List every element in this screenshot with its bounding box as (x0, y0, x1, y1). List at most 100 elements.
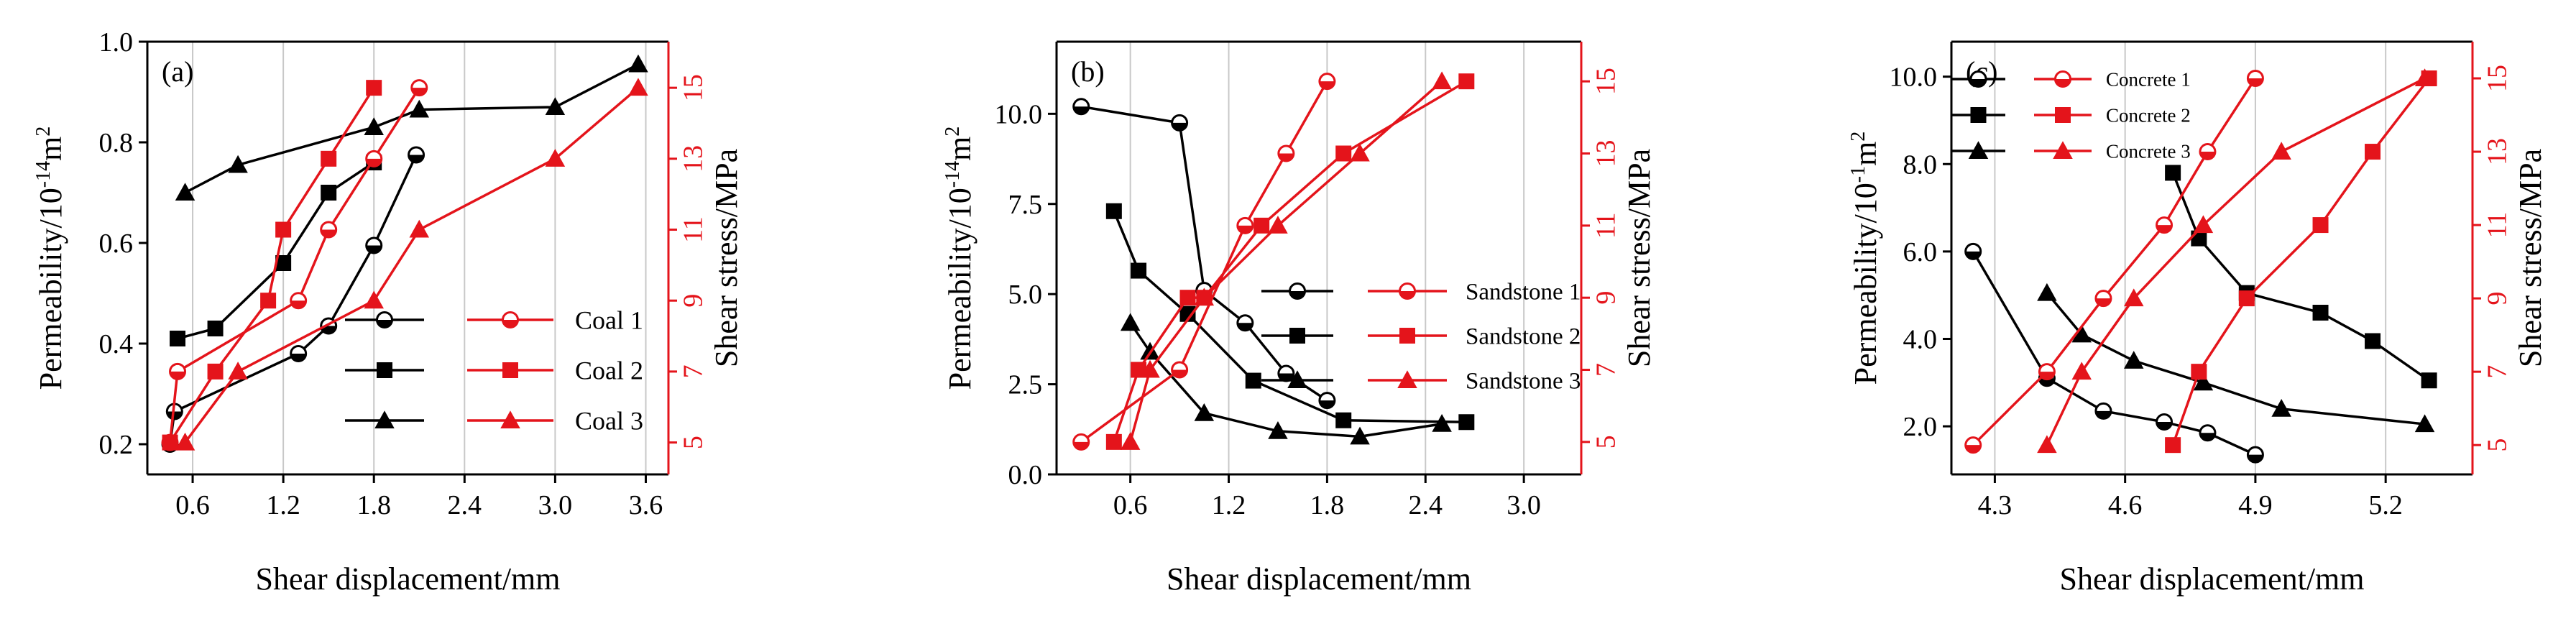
data-point-5-1 (1140, 359, 1160, 378)
data-point-5-0 (175, 432, 196, 451)
y-right-tick-label-3: 11 (2483, 212, 2513, 239)
series-right-5 (1120, 71, 1452, 450)
data-point-0-2-highlight (292, 347, 305, 354)
data-point-4-4 (321, 150, 337, 167)
y-left-title-unit: m (942, 137, 978, 161)
data-point-3-2-highlight (2097, 292, 2110, 299)
y-right-axis-title: Shear stress/MPa (1622, 149, 1657, 367)
legend-marker-red-0-highlight (504, 313, 517, 320)
y-left-title-unit: m (1848, 142, 1883, 166)
panel-3: 4.3 4.6 4.9 5.2 2.0 4.0 6.0 8.0 10.0 5 7 9 11 13 15 She… (1847, 40, 2548, 597)
data-point-1-4 (1335, 412, 1352, 428)
data-point-4-1 (2191, 364, 2207, 380)
data-point-2-0 (1120, 313, 1141, 331)
x-tick-label-2: 1.8 (356, 490, 391, 520)
y-left-tick-label-3: 7.5 (1008, 190, 1043, 220)
data-point-5-4 (545, 149, 566, 167)
y-left-title-exp: -14 (942, 161, 964, 188)
y-left-tick-label-2: 6.0 (1903, 237, 1938, 267)
data-point-5-4 (2271, 142, 2291, 160)
data-point-4-3 (2312, 217, 2329, 234)
y-right-tick-label-2: 9 (1591, 291, 1622, 305)
data-point-2-5 (628, 54, 648, 73)
data-point-5-2 (364, 290, 384, 309)
series-right-3 (1964, 70, 2264, 454)
data-point-2-2 (364, 117, 384, 135)
data-point-1-2 (275, 255, 292, 271)
series-line-5 (1128, 80, 1443, 443)
legend-label-1: Sandstone 2 (1466, 324, 1581, 350)
y-left-tick-label-3: 0.8 (99, 128, 134, 158)
series-line-3 (1972, 78, 2257, 446)
data-point-3-0-highlight (1075, 435, 1088, 442)
x-axis-title: Shear displacement/mm (256, 561, 561, 597)
data-point-2-3 (1268, 421, 1288, 439)
legend-marker-red-1 (502, 362, 518, 378)
data-point-0-1-highlight (1173, 116, 1187, 123)
data-point-5-1 (228, 362, 248, 380)
data-point-4-3 (275, 221, 292, 238)
data-point-5-2 (1194, 288, 1215, 306)
data-point-4-5 (366, 80, 382, 96)
data-point-0-5-highlight (1320, 394, 1334, 401)
data-point-4-0 (1105, 433, 1122, 450)
series-right-3 (1072, 73, 1336, 451)
y-left-tick-label-4: 1.0 (99, 27, 134, 58)
data-point-1-3 (1245, 372, 1261, 389)
data-point-0-2-highlight (2097, 404, 2110, 411)
y-left-tick-label-0: 0.2 (99, 430, 134, 460)
legend-marker-red-2 (2053, 141, 2073, 159)
x-tick-label-1: 1.2 (1212, 490, 1246, 520)
series-right-4 (162, 80, 382, 451)
data-point-0-5-highlight (2248, 448, 2262, 455)
series-left-1 (2165, 165, 2437, 389)
series-line-1 (177, 161, 375, 340)
data-point-3-1-highlight (171, 364, 185, 372)
data-point-3-3-highlight (2158, 219, 2171, 226)
y-left-tick-label-2: 0.6 (99, 229, 134, 259)
series-left-1 (1105, 203, 1475, 431)
y-right-tick-label-0: 5 (2483, 438, 2513, 452)
y-right-tick-label-3: 11 (678, 216, 709, 243)
data-point-5-3 (1268, 216, 1288, 234)
x-tick-label-0: 4.3 (1978, 490, 2012, 520)
y-left-title-unit-exp: 2 (32, 127, 55, 137)
y-left-title-exp: -1 (1847, 166, 1869, 183)
data-point-5-5 (628, 78, 648, 96)
legend-label-0: Sandstone 1 (1466, 280, 1581, 305)
y-left-tick-label-4: 10.0 (995, 99, 1043, 129)
data-point-0-5-highlight (410, 148, 423, 155)
data-point-3-4-highlight (2201, 145, 2214, 152)
data-point-4-4 (1254, 217, 1270, 234)
legend-marker-red-1 (1399, 328, 1415, 344)
series-line-4 (2171, 77, 2430, 446)
series-right-4 (2165, 70, 2437, 454)
y-right-axis-title: Shear stress/MPa (709, 149, 744, 367)
data-point-2-2 (2124, 351, 2144, 369)
legend-marker-red-0-highlight (2056, 73, 2069, 79)
x-tick-label-0: 0.6 (175, 490, 210, 520)
data-point-3-4-highlight (367, 152, 381, 159)
y-right-tick-label-4: 13 (678, 145, 709, 173)
data-point-0-2-highlight (1197, 284, 1211, 291)
legend-label-0: Concrete 1 (2106, 68, 2191, 90)
y-left-tick-label-1: 0.4 (99, 329, 134, 359)
data-point-0-4-highlight (367, 239, 381, 246)
y-right-tick-label-5: 15 (678, 74, 709, 101)
y-left-tick-label-0: 0.0 (1008, 460, 1043, 490)
data-point-2-4 (545, 97, 566, 115)
y-right-tick-label-5: 15 (1591, 68, 1622, 95)
series-line-4 (169, 87, 375, 443)
series-line-3 (168, 87, 420, 443)
legend-label-2: Coal 3 (575, 407, 643, 436)
x-tick-label-4: 3.0 (538, 490, 573, 520)
y-left-tick-label-1: 2.5 (1008, 370, 1043, 400)
x-axis-title: Shear displacement/mm (2060, 561, 2365, 597)
data-point-0-0-highlight (1075, 100, 1088, 107)
data-point-1-3 (2312, 305, 2329, 321)
data-point-5-4 (1350, 143, 1370, 162)
y-left-tick-label-1: 4.0 (1903, 324, 1938, 354)
data-point-2-3 (2193, 372, 2214, 391)
data-point-5-1 (2071, 362, 2092, 380)
panel-label: (b) (1071, 55, 1105, 88)
